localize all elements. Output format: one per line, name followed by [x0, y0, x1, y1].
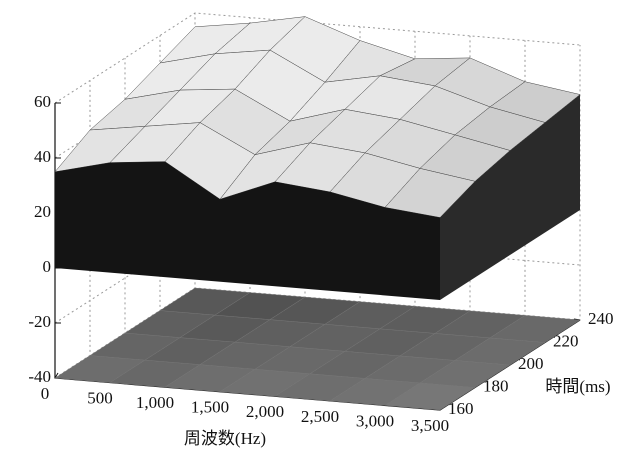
- chart: 周波数(Hz) 時間(ms) -40-20020406005001,0001,5…: [0, 0, 629, 455]
- x-axis-label: 周波数(Hz): [184, 429, 266, 448]
- y-axis-label: 時間(ms): [545, 377, 610, 396]
- x-tick-label: 500: [87, 388, 113, 407]
- z-tick-label: -20: [28, 312, 51, 331]
- x-tick-label: 1,500: [191, 398, 229, 417]
- x-tick-label: 2,000: [246, 402, 284, 421]
- x-tick-label: 1,000: [136, 393, 174, 412]
- z-tick-label: 20: [34, 202, 51, 221]
- x-tick-label: 3,500: [411, 416, 449, 435]
- z-tick-label: 0: [43, 257, 52, 276]
- x-tick-label: 2,500: [301, 407, 339, 426]
- z-tick-label: 60: [34, 92, 51, 111]
- z-tick-label: 40: [34, 147, 51, 166]
- x-tick-label: 3,000: [356, 411, 394, 430]
- y-tick-label: 240: [588, 309, 614, 328]
- x-tick-label: 0: [41, 384, 50, 403]
